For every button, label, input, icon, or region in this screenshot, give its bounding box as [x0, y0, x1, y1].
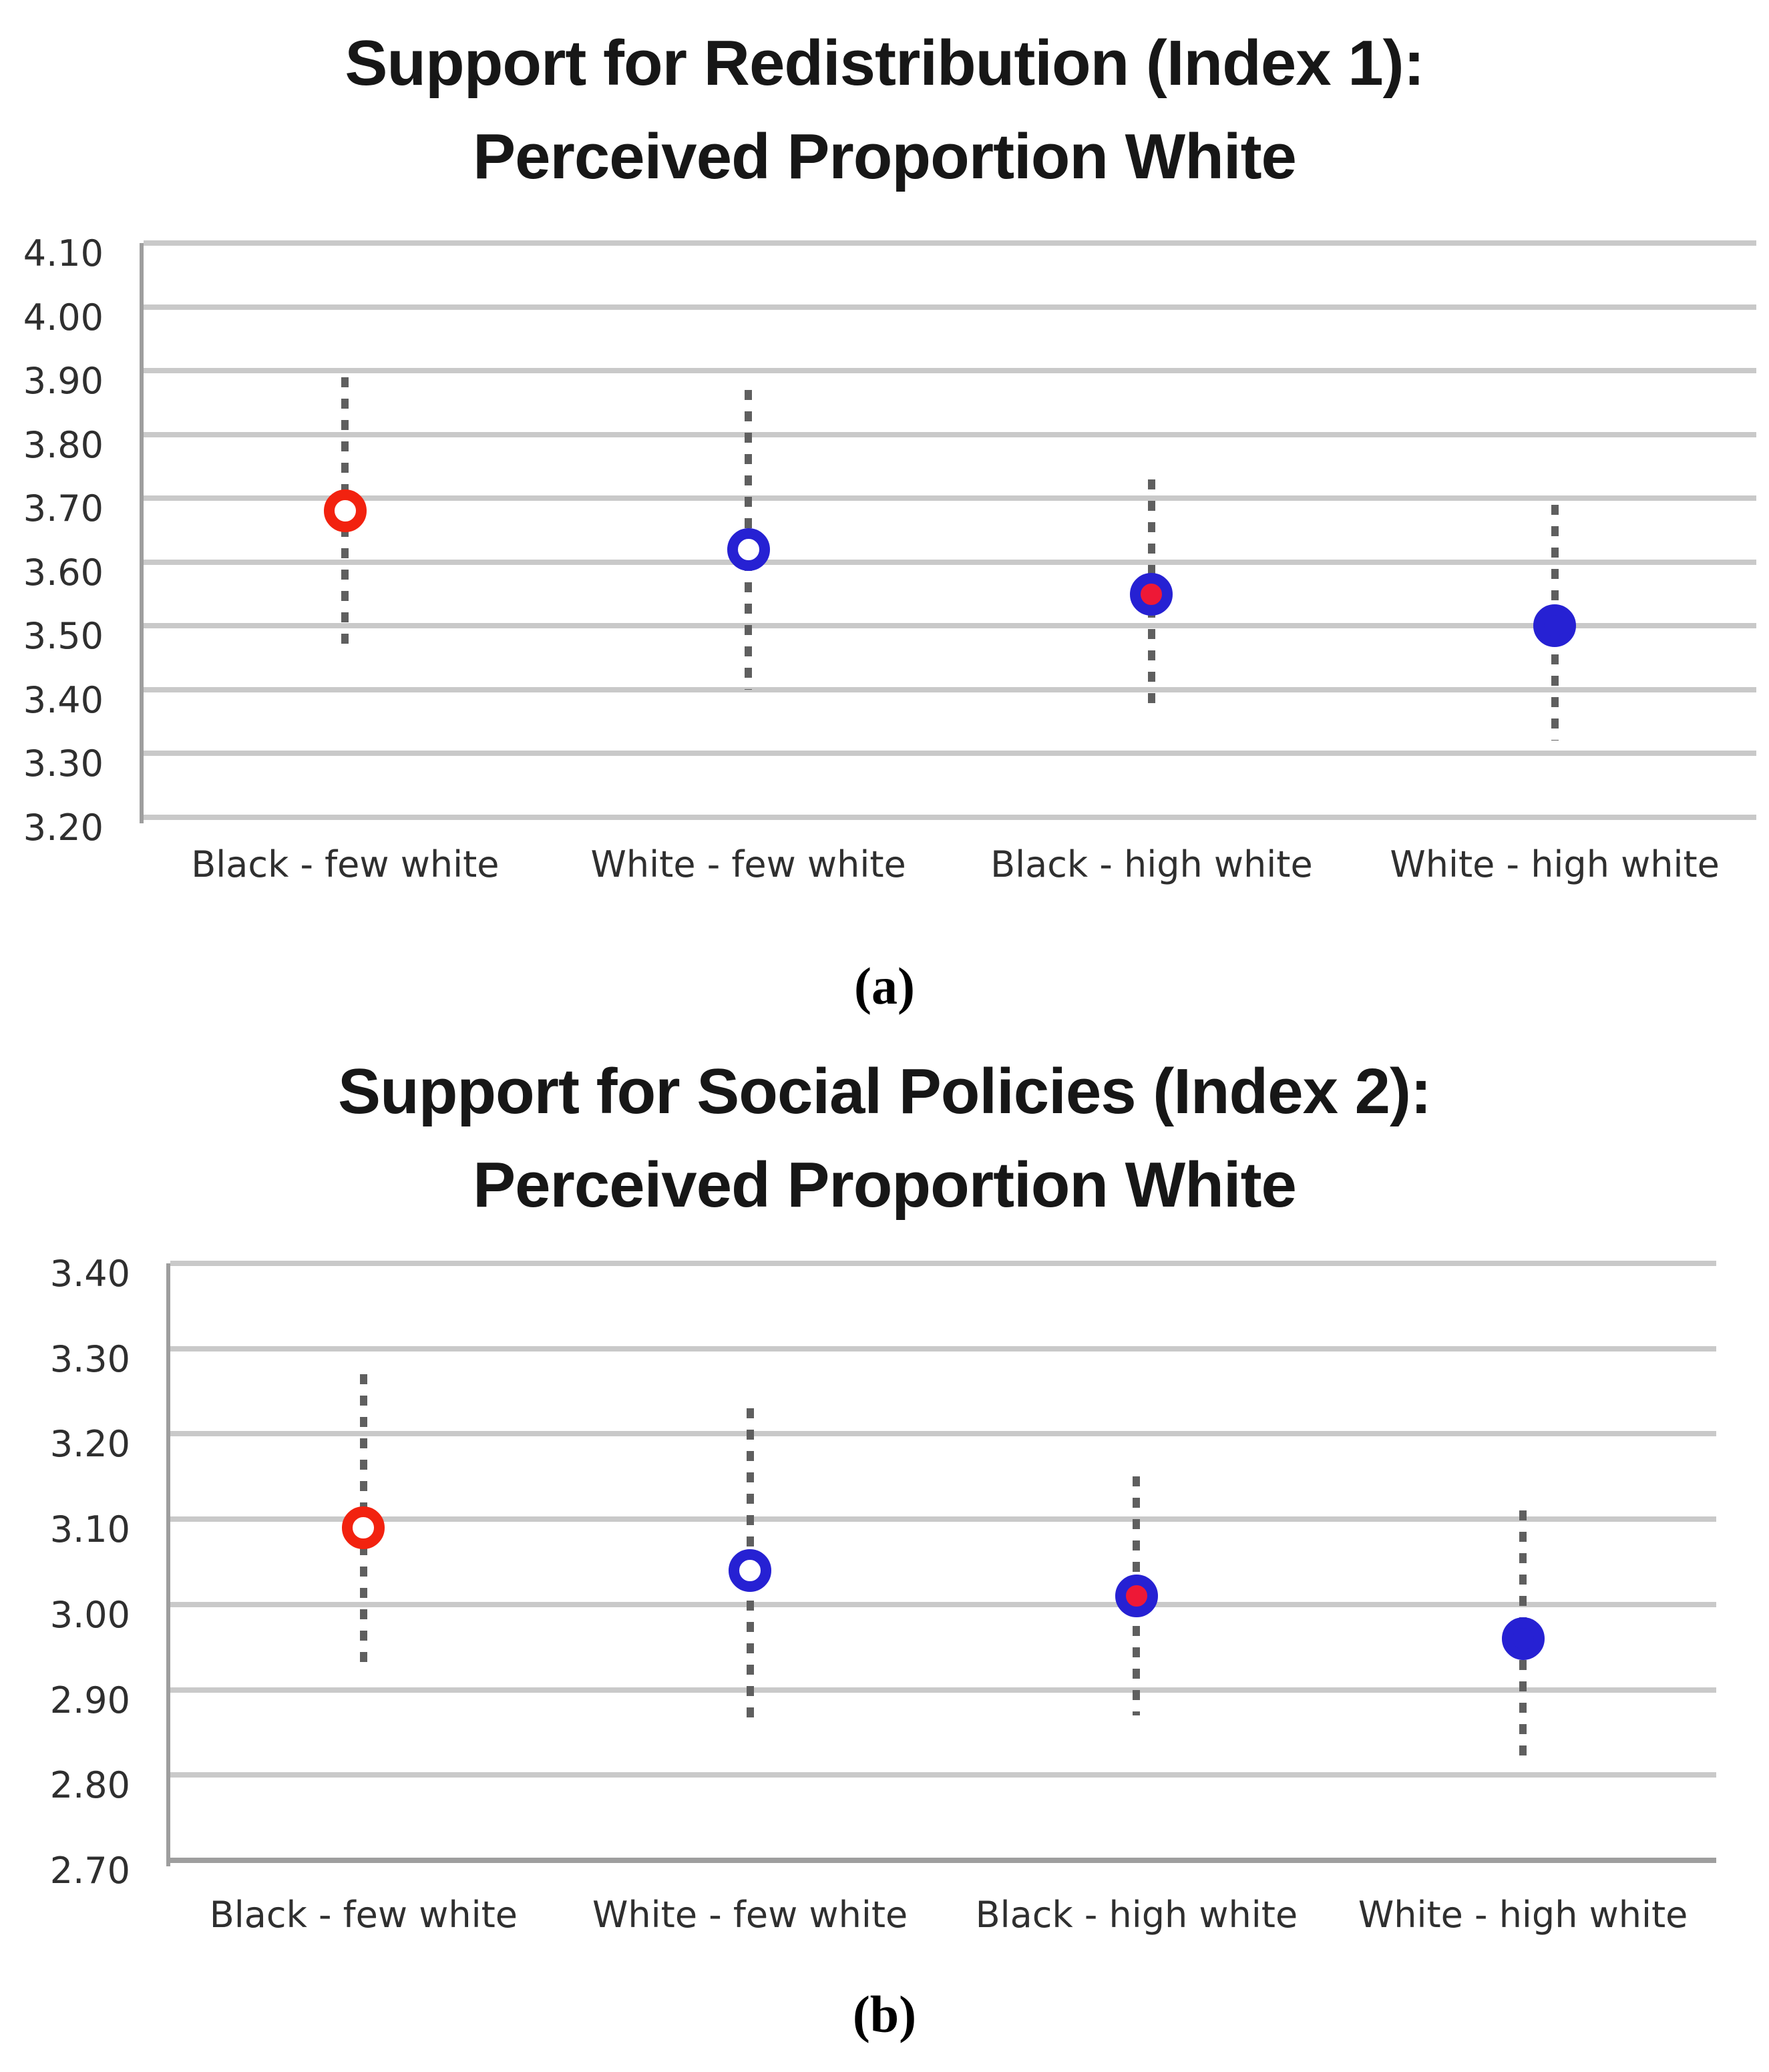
chart-b-title-line2: Perceived Proportion White — [473, 1149, 1297, 1221]
x-axis-label-white-high-white: White - high white — [1390, 843, 1720, 885]
chart-b-title: Support for Social Policies (Index 2): P… — [0, 1045, 1769, 1232]
y-tick-label-3.00: 3.00 — [49, 1593, 130, 1636]
chart-a-caption: (a) — [854, 957, 915, 1015]
y-tick-label-3.30: 3.30 — [49, 1337, 130, 1380]
x-axis-label-white-high-white: White - high white — [1358, 1894, 1688, 1936]
y-tick-label-4.00: 4.00 — [23, 296, 104, 339]
y-tick-label-3.40: 3.40 — [23, 678, 104, 721]
gridline-3.40 — [144, 686, 1756, 692]
data-point-black-few-white — [342, 1506, 385, 1549]
chart-a-plot-area: 4.10 4.00 3.90 3.80 3.70 3.60 3.50 3.40 3.30 3.20… — [23, 233, 1756, 885]
y-tick-label-3.40: 3.40 — [49, 1253, 130, 1295]
y-tick-label-2.80: 2.80 — [49, 1764, 130, 1807]
data-point-white-few-white — [727, 528, 770, 571]
y-tick-label-2.70: 2.70 — [49, 1850, 130, 1892]
data-point-black-high-white — [1130, 572, 1173, 616]
gridline-3.10 — [170, 1516, 1716, 1522]
x-axis-label-white-few-white: White - few white — [590, 843, 906, 885]
chart-a-title-line2: Perceived Proportion White — [473, 121, 1297, 192]
y-tick-label-3.20: 3.20 — [49, 1423, 130, 1466]
gridline-2.90 — [170, 1687, 1716, 1693]
x-axis-label-black-few-white: Black - few white — [209, 1894, 518, 1936]
data-point-black-few-white — [323, 489, 367, 533]
data-point-black-high-white — [1115, 1575, 1158, 1618]
gridline-3.20 — [170, 1431, 1716, 1437]
gridline-3.70 — [144, 495, 1756, 501]
data-point-white-high-white — [1501, 1617, 1545, 1660]
y-tick-label-3.10: 3.10 — [49, 1508, 130, 1551]
gridline-3.30 — [170, 1345, 1716, 1352]
gridline-2.70 — [170, 1858, 1716, 1863]
data-point-white-few-white — [729, 1548, 772, 1592]
gridline-3.80 — [144, 431, 1756, 437]
gridline-3.00 — [170, 1601, 1716, 1607]
y-tick-label-3.70: 3.70 — [23, 487, 104, 530]
chart-a-title: Support for Redistribution (Index 1): Pe… — [0, 17, 1769, 204]
y-tick-label-2.90: 2.90 — [49, 1679, 130, 1721]
chart-b-plot-area: 3.40 3.30 3.20 3.10 3.00 2.90 2.80 2.70 Black - … — [50, 1253, 1716, 1936]
y-tick-label-3.60: 3.60 — [23, 551, 104, 594]
gridline-3.20 — [144, 815, 1756, 820]
y-tick-label-3.20: 3.20 — [23, 807, 104, 849]
chart-b-title-line1: Support for Social Policies (Index 2): — [338, 1056, 1432, 1127]
x-axis-label-black-high-white: Black - high white — [990, 843, 1313, 885]
gridline-4.00 — [144, 304, 1756, 310]
gridline-2.80 — [170, 1772, 1716, 1778]
y-tick-label-4.10: 4.10 — [23, 232, 104, 274]
chart-a-title-line1: Support for Redistribution (Index 1): — [345, 27, 1424, 99]
y-tick-label-3.90: 3.90 — [23, 360, 104, 403]
gridline-3.90 — [144, 368, 1756, 374]
gridline-3.60 — [144, 559, 1756, 565]
y-tick-label-3.80: 3.80 — [23, 423, 104, 466]
data-point-white-high-white — [1533, 604, 1577, 648]
gridline-3.30 — [144, 751, 1756, 757]
x-axis-label-white-few-white: White - few white — [592, 1894, 908, 1936]
y-axis-line — [140, 243, 144, 823]
y-axis-line — [166, 1263, 170, 1866]
x-axis-label-black-high-white: Black - high white — [975, 1894, 1298, 1936]
gridline-3.40 — [170, 1261, 1716, 1266]
gridline-4.10 — [144, 240, 1756, 246]
y-tick-label-3.30: 3.30 — [23, 743, 104, 785]
x-axis-label-black-few-white: Black - few white — [191, 843, 500, 885]
chart-b-caption: (b) — [852, 1985, 917, 2043]
y-tick-label-3.50: 3.50 — [23, 615, 104, 658]
gridline-3.50 — [144, 623, 1756, 629]
